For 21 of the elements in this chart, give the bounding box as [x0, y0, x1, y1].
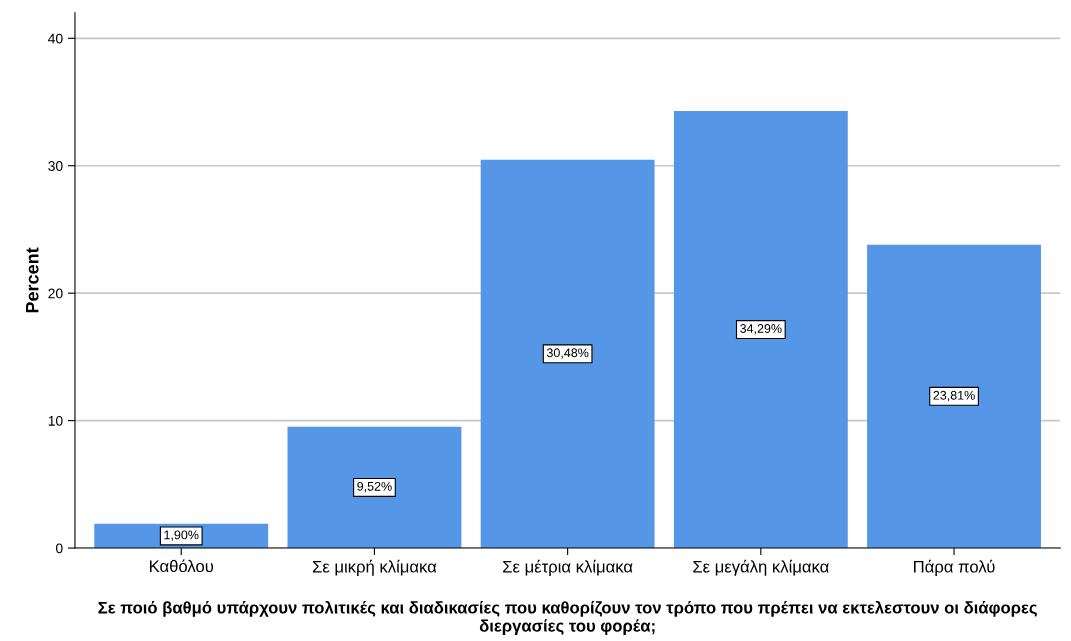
y-tick-label: 20: [48, 288, 63, 299]
data-label: 30,48%: [546, 348, 589, 359]
bar: [867, 244, 1041, 549]
x-tick-label: Σε μεγάλη κλίμακα: [693, 559, 829, 576]
x-tick-label: Σε μικρή κλίμακα: [312, 559, 437, 576]
x-tick-label: Πάρα πολύ: [914, 559, 995, 576]
x-tick-label: Σε μέτρια κλίμακα: [503, 559, 633, 576]
x-axis-title: Σε ποιό βαθμό υπάρχουν πολιτικές και διαδικασίες που καθορίζουν τον τρόπο που πρέπει να εκτελεστουν οι διάφορες διεργασίες του φορέα;: [98, 600, 1037, 636]
bar: [480, 159, 655, 549]
bar: [673, 111, 848, 549]
y-tick-label: 10: [48, 415, 63, 426]
data-label: 9,52%: [357, 481, 392, 493]
data-label: 23,81%: [933, 390, 975, 402]
x-tick-label: Καθόλου: [149, 559, 214, 573]
bar: [287, 426, 462, 549]
y-tick-label: 30: [48, 161, 63, 171]
y-axis-title: Percent: [25, 247, 39, 313]
y-tick-label: 0: [55, 543, 63, 554]
data-label: 34,29%: [740, 324, 782, 335]
y-tick-label: 40: [48, 33, 63, 44]
data-label: 1,90%: [164, 530, 199, 541]
